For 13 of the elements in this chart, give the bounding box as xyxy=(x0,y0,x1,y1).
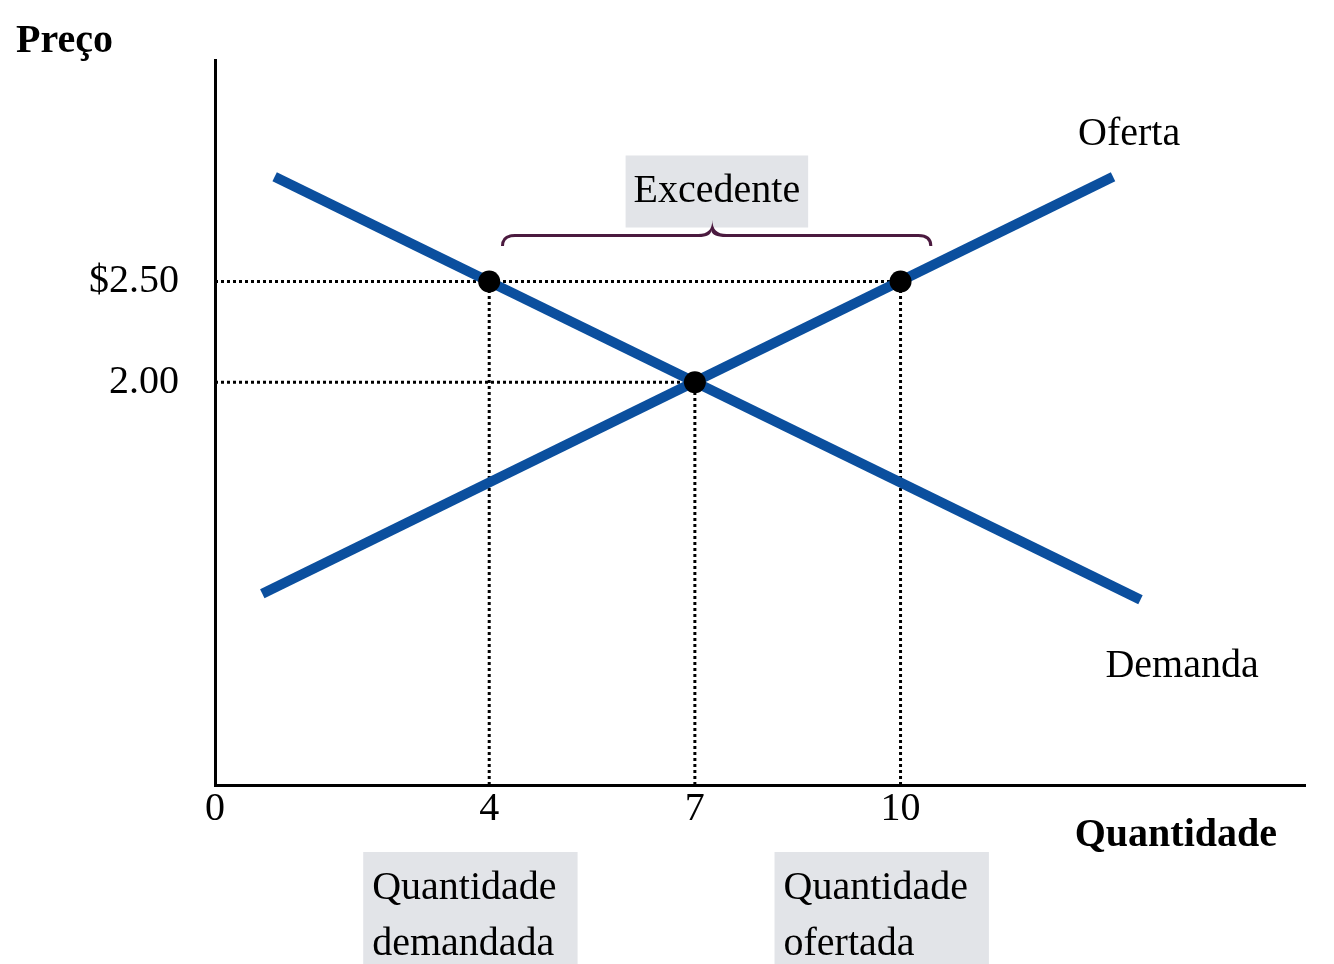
y-tick-label: $2.50 xyxy=(89,256,179,302)
text: Quantidade demandada xyxy=(372,863,557,964)
x-tick-label: 7 xyxy=(684,783,705,829)
x-tick-label: 10 xyxy=(880,783,921,829)
text: Quantidade ofertada xyxy=(783,863,968,964)
series-label: Oferta xyxy=(1078,108,1181,154)
series-label: Demanda xyxy=(1105,640,1259,686)
y-axis-title: Preço xyxy=(16,16,113,61)
x-axis-title: Quantidade xyxy=(1074,810,1277,855)
annotation: Excedente xyxy=(633,166,801,212)
x-tick-label: 4 xyxy=(479,783,500,829)
x-tick-label: 0 xyxy=(205,783,225,829)
y-tick-label: 2.00 xyxy=(109,356,179,402)
